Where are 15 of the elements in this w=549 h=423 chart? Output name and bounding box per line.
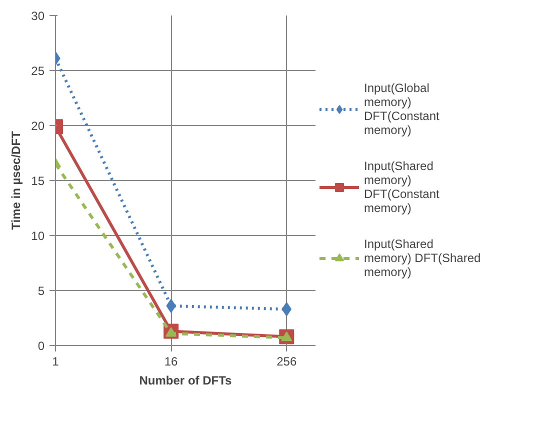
x-tick-label: 256 <box>276 354 297 368</box>
legend-label: Input(Shared memory) DFT(Constant memory) <box>364 159 440 215</box>
y-tick-label: 10 <box>31 229 45 243</box>
legend-label: Input(Global memory) DFT(Constant memory) <box>364 81 440 137</box>
y-tick-label: 25 <box>31 64 45 78</box>
y-tick-label: 15 <box>31 174 45 188</box>
x-tick-label: 16 <box>164 354 178 368</box>
x-axis-title: Number of DFTs <box>139 374 232 388</box>
y-tick-label: 30 <box>31 9 45 23</box>
x-tick-label: 1 <box>52 354 60 368</box>
y-tick-label: 5 <box>38 284 45 298</box>
y-tick-label: 20 <box>31 119 45 133</box>
legend-label: Input(Shared memory) DFT(Shared memory) <box>364 237 481 279</box>
y-tick-label: 0 <box>38 339 45 353</box>
y-axis-title: Time in µsec/DFT <box>9 130 24 230</box>
